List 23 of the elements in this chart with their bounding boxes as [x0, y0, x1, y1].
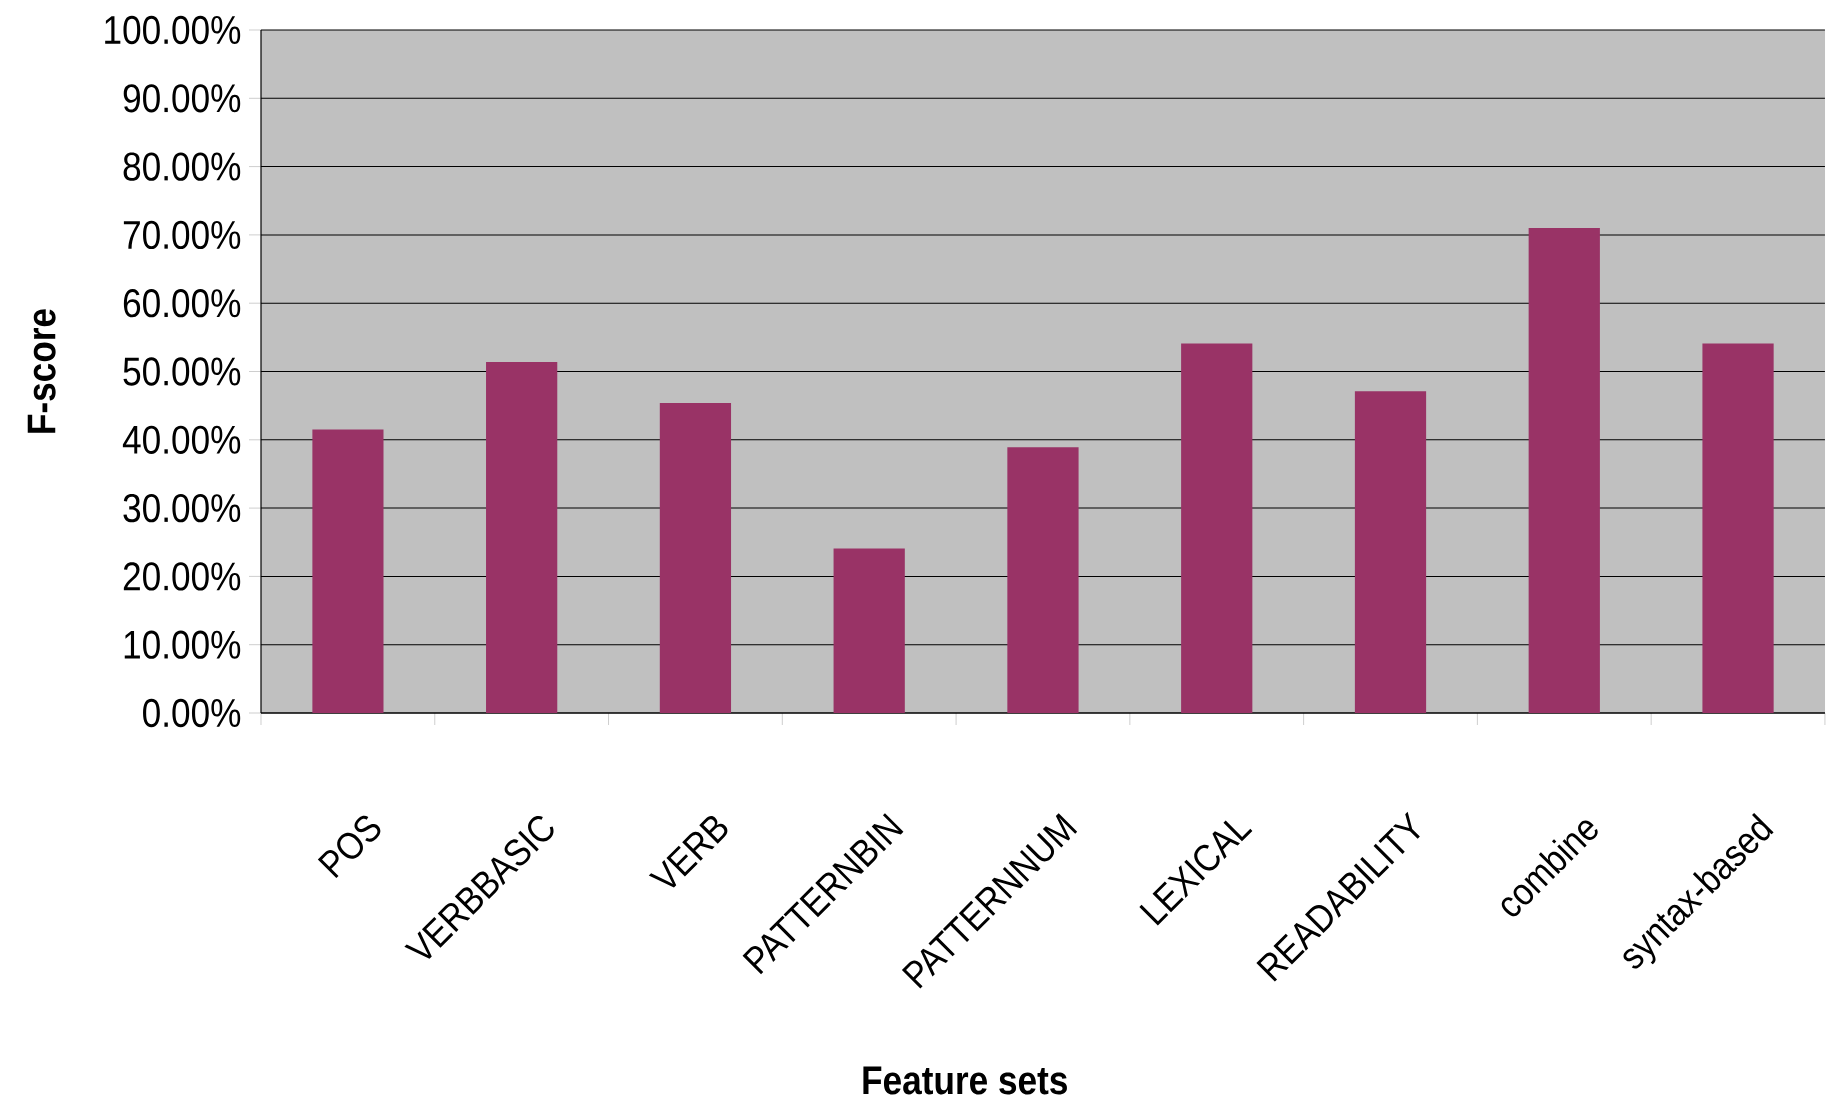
bar [1007, 447, 1079, 713]
y-tick-label: 0.00% [143, 698, 241, 728]
x-tick-label: POS [317, 815, 381, 879]
y-tick-label: 70.00% [123, 220, 241, 250]
bar [1528, 228, 1600, 713]
y-tick-label: 30.00% [123, 493, 241, 523]
bar [1702, 343, 1774, 713]
y-tick-label: 40.00% [122, 425, 241, 454]
y-tick-label: 50.00% [123, 357, 241, 386]
y-tick-label: 90.00% [123, 84, 241, 113]
bar [486, 361, 558, 713]
y-tick-label: 10.00% [124, 630, 241, 659]
y-tick-label: 20.00% [123, 562, 241, 591]
y-tick-label: 80.00% [123, 152, 241, 181]
bar [1354, 391, 1427, 713]
x-axis-title: Feature sets [863, 1066, 1067, 1095]
bar [833, 548, 905, 713]
bar [312, 429, 384, 713]
y-axis-title: F-score [27, 309, 56, 433]
y-tick-label: 60.00% [123, 289, 241, 318]
bar [659, 402, 732, 713]
y-tick-label: 100.00% [105, 15, 241, 45]
bar [1181, 343, 1253, 713]
